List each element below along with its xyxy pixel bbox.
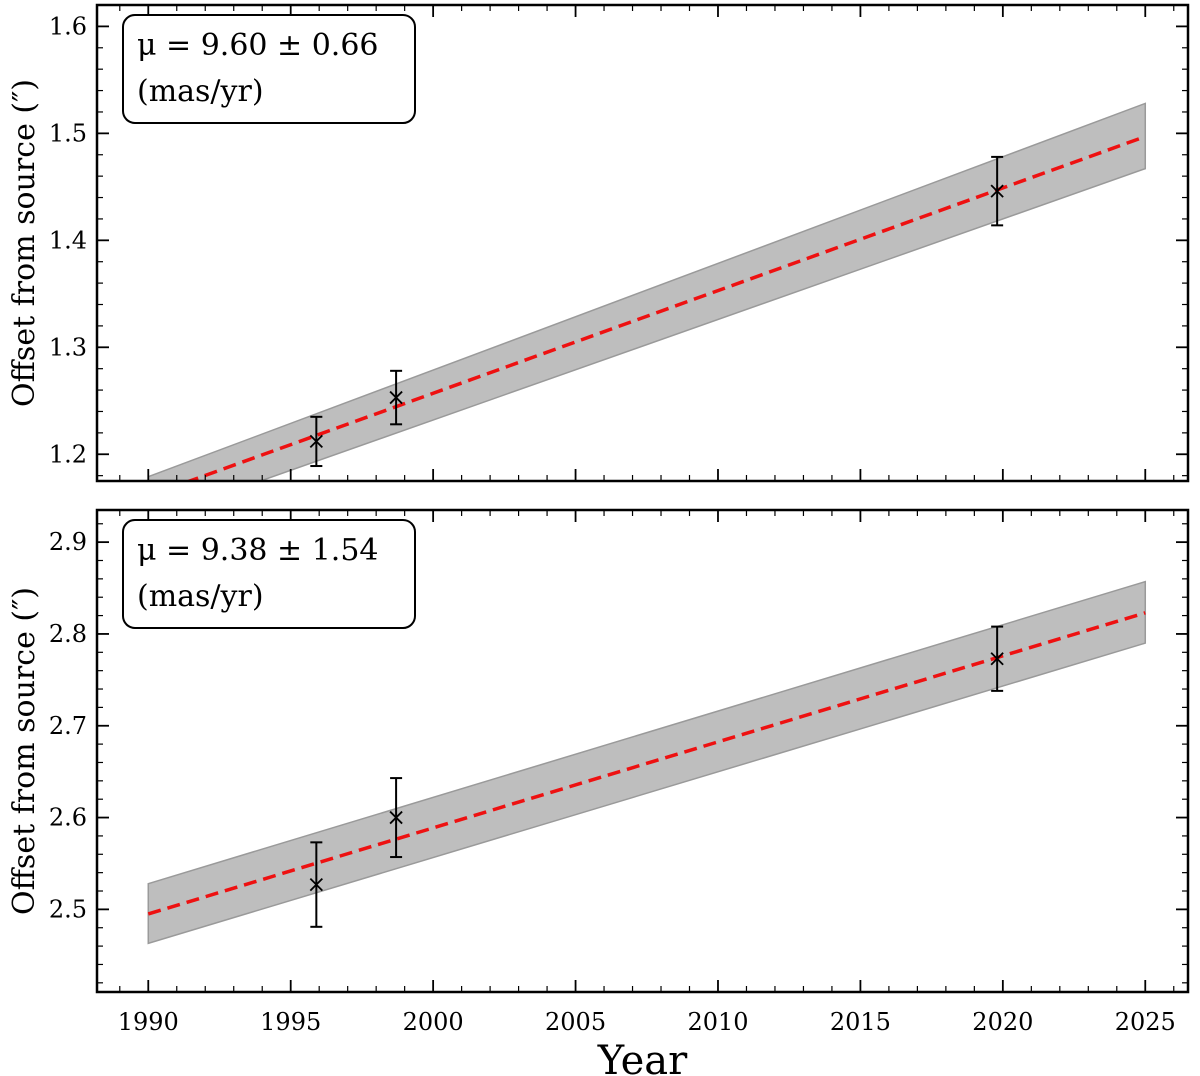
data-point — [309, 841, 323, 928]
y-tick-label: 1.5 — [49, 119, 87, 147]
top-panel: 1.2 1.3 1.4 1.5 1.6 Offset from source (″) μ =… — [7, 3, 1190, 483]
data-point — [309, 415, 323, 468]
annotation-box: μ = 9.60 ± 0.66 (mas/yr) — [122, 14, 416, 124]
point-marker-stroke — [990, 184, 1004, 198]
y-tick-label: 1.6 — [49, 12, 87, 40]
y-axis-title: Offset from source (″) — [7, 79, 42, 407]
x-tick-label: 2000 — [403, 1008, 464, 1036]
point-marker-stroke — [389, 390, 403, 405]
data-point — [389, 369, 403, 426]
y-tick-label: 2.8 — [49, 620, 87, 648]
uncertainty-band — [147, 102, 1147, 481]
x-tick-label: 1990 — [118, 1008, 179, 1036]
data-point — [990, 155, 1004, 227]
data-point — [389, 777, 403, 859]
annotation-line2: (mas/yr) — [137, 579, 264, 614]
y-tick-label: 2.7 — [49, 712, 87, 740]
point-marker-stroke — [990, 652, 1004, 666]
fit-line — [147, 611, 1146, 916]
x-tick-label: 2025 — [1115, 1008, 1176, 1036]
x-tick-label: 2015 — [830, 1008, 891, 1036]
y-tick-label: 1.3 — [49, 333, 87, 361]
bottom-panel: 1990 1995 2000 2005 2010 2015 2020 2025 2.5 2.6 2.… — [7, 508, 1190, 1076]
annotation-line1: μ = 9.38 ± 1.54 — [137, 533, 379, 568]
y-axis-title: Offset from source (″) — [7, 587, 42, 915]
y-tick-label: 1.2 — [49, 440, 87, 468]
annotation-line2: (mas/yr) — [137, 74, 264, 109]
y-tick-label: 1.4 — [49, 226, 87, 254]
data-point — [990, 625, 1004, 692]
x-tick-label: 2005 — [545, 1008, 606, 1036]
x-tick-label: 2020 — [972, 1008, 1033, 1036]
x-tick-label: 1995 — [260, 1008, 321, 1036]
annotation-frame — [122, 519, 416, 629]
plot-area — [147, 102, 1147, 481]
axes-frame — [95, 508, 1190, 994]
x-axis-title: Year — [597, 1038, 688, 1076]
annotation-frame — [122, 14, 416, 124]
fit-line — [184, 134, 1146, 481]
annotation-line1: μ = 9.60 ± 0.66 — [137, 28, 379, 63]
y-tick-label: 2.9 — [49, 528, 87, 556]
point-marker-stroke — [309, 434, 323, 449]
axes-frame — [95, 3, 1190, 483]
point-marker-stroke — [309, 877, 323, 892]
y-tick-label: 2.6 — [49, 804, 87, 832]
x-tick-label: 2010 — [687, 1008, 748, 1036]
annotation-box: μ = 9.38 ± 1.54 (mas/yr) — [122, 519, 416, 629]
y-tick-label: 2.5 — [49, 895, 87, 923]
point-marker-stroke — [389, 810, 403, 825]
plot-area — [147, 580, 1147, 945]
